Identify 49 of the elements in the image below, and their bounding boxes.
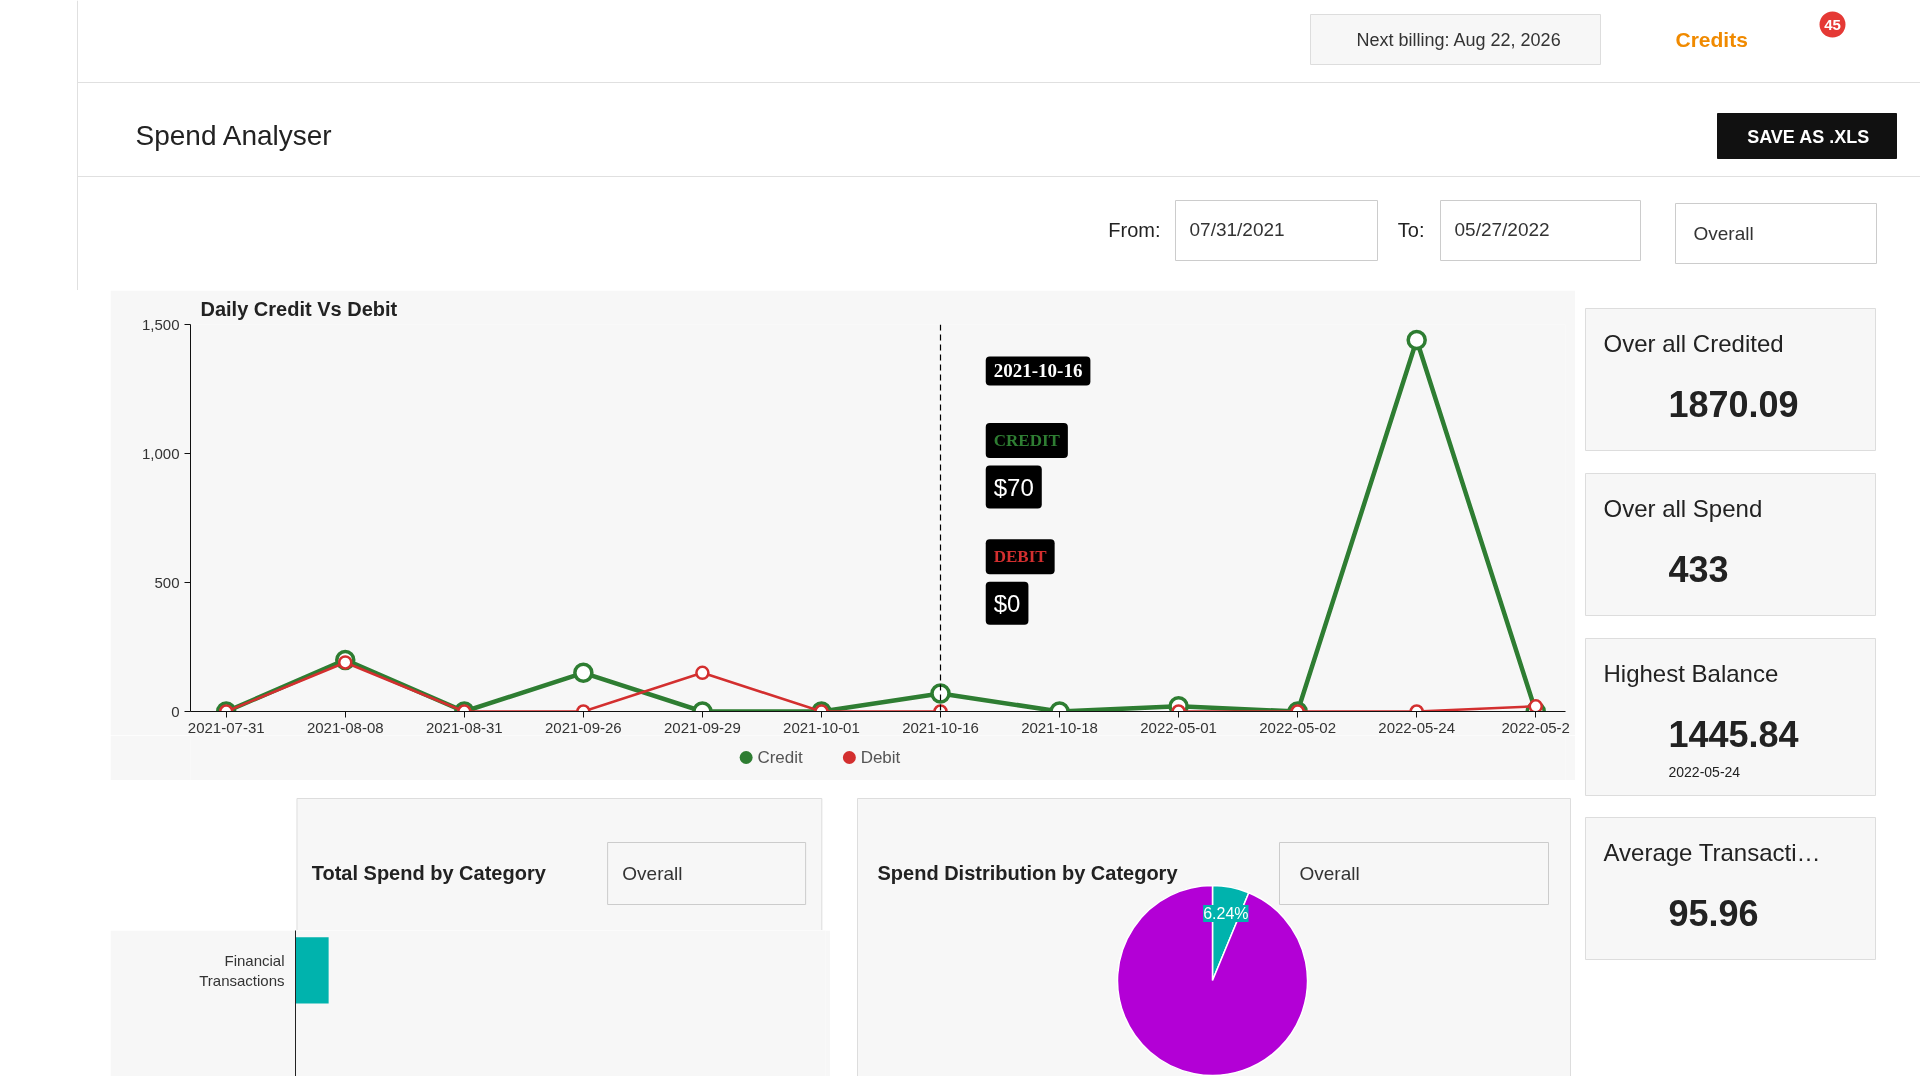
y-tick-label: 0 — [171, 702, 180, 720]
text: Over all Spend — [1603, 495, 1763, 522]
chart-title: Spend Distribution by Category — [877, 861, 1179, 884]
chart-title: Daily Credit Vs Debit — [200, 297, 398, 320]
x-tick-label: 2021-08-08 — [306, 718, 384, 736]
text: Overall — [622, 863, 683, 884]
text: Overall — [1693, 223, 1754, 244]
x-tick-label: 2021-07-31 — [187, 718, 265, 736]
text: Spend Analyser — [135, 120, 332, 151]
text: Average Transacti… — [1603, 839, 1821, 866]
text: 1870.09 — [1668, 383, 1799, 425]
x-tick-label: 2022-05-2 — [1501, 718, 1570, 736]
text: To: — [1397, 218, 1425, 241]
x-tick-label: 2021-10-16 — [902, 718, 979, 736]
text: From: — [1108, 218, 1161, 241]
text: Over all Credited — [1603, 330, 1784, 357]
y-tick-label: Financial Transactions — [199, 951, 285, 990]
annotation: $0 — [993, 589, 1021, 617]
text: Overall — [1299, 863, 1360, 884]
text: 433 — [1668, 548, 1729, 590]
annotation: $70 — [993, 473, 1034, 501]
text: 2022-05-24 — [1668, 763, 1741, 780]
annotation: CREDIT — [993, 431, 1061, 451]
x-tick-label: 2021-10-01 — [783, 718, 860, 736]
text: 05/27/2022 — [1454, 219, 1550, 240]
x-tick-label: 2022-05-02 — [1259, 718, 1337, 736]
x-tick-label: 2022-05-24 — [1378, 718, 1456, 736]
x-tick-label: 2021-08-31 — [425, 718, 503, 736]
x-tick-label: 2021-09-26 — [544, 718, 622, 736]
x-tick-label: 2022-05-01 — [1140, 718, 1217, 736]
text: 95.96 — [1668, 892, 1759, 934]
y-tick-label: 1,000 — [141, 444, 180, 462]
text: 07/31/2021 — [1189, 219, 1285, 240]
text: Highest Balance — [1603, 660, 1779, 687]
legend-label: Debit — [860, 748, 901, 767]
annotation: DEBIT — [993, 547, 1048, 567]
text: Total Spend by Category — [311, 861, 547, 884]
text: Next billing: Aug 22, 2026 — [1356, 29, 1561, 50]
y-tick-label: 500 — [154, 573, 180, 591]
x-tick-label: 2021-10-18 — [1021, 718, 1098, 736]
text: Credits — [1675, 28, 1748, 51]
text: 45 — [1824, 15, 1841, 33]
text: SAVE AS .XLS — [1747, 126, 1870, 147]
legend-label: Credit — [757, 748, 804, 767]
x-tick-label: 2021-09-29 — [664, 718, 741, 736]
annotation: 2021-10-16 — [993, 360, 1083, 382]
text: 1445.84 — [1668, 713, 1799, 755]
data-label: 6.24% — [1203, 904, 1249, 922]
y-tick-label: 1,500 — [141, 315, 180, 333]
